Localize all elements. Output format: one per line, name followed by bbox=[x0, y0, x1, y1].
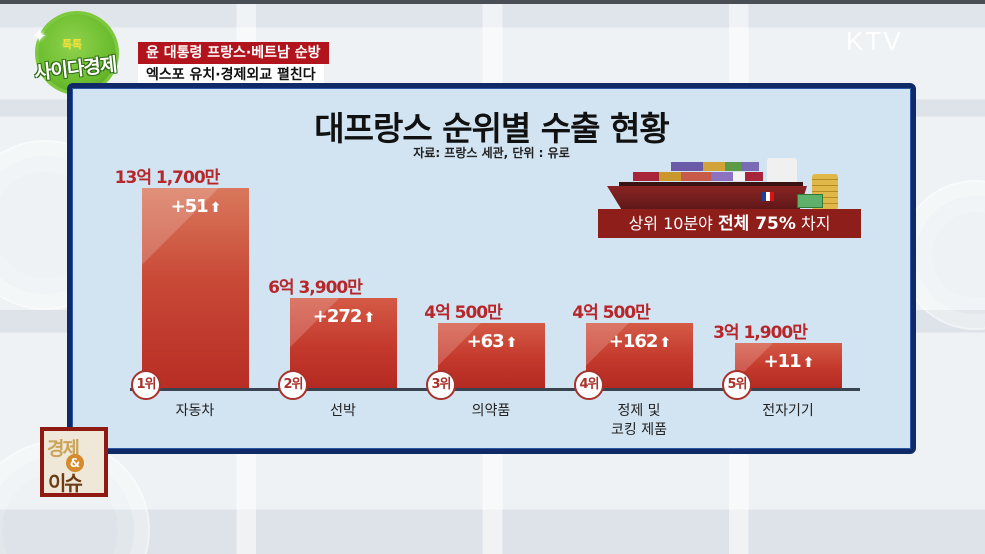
banner-text: 차지 bbox=[795, 214, 831, 233]
arrow-up-icon: ⬆ bbox=[505, 335, 518, 351]
annotation-banner: 상위 10분야 전체 75% 차지 bbox=[598, 209, 861, 238]
category-label-4: 정제 및 코킹 제품 bbox=[611, 403, 667, 438]
logo-seal bbox=[38, 14, 116, 92]
ship-bridge bbox=[767, 158, 797, 184]
bar-ships: +272 ⬆ bbox=[290, 298, 397, 388]
bar-electronics: +11 ⬆ bbox=[735, 343, 842, 388]
rank-badge-5: 5위 bbox=[722, 370, 752, 400]
banner-percent: 75% bbox=[755, 214, 796, 234]
container bbox=[703, 162, 725, 171]
category-label-1: 자동차 bbox=[175, 403, 215, 419]
container bbox=[633, 172, 659, 181]
container bbox=[741, 162, 759, 171]
rank-badge-2: 2위 bbox=[278, 370, 308, 400]
bar-change-4: +162 ⬆ bbox=[608, 331, 671, 352]
headline-top: 윤 대통령 프랑스·베트남 순방 bbox=[138, 42, 329, 64]
container bbox=[711, 172, 733, 181]
banner-text: 상위 10분야 bbox=[628, 214, 718, 233]
bar-change-1: +51 ⬆ bbox=[170, 196, 222, 217]
bar-value-4: 4억 500만 bbox=[572, 303, 651, 323]
bar-change-5: +11 ⬆ bbox=[763, 351, 815, 372]
container bbox=[745, 172, 763, 181]
bar-automobile: +51 ⬆ bbox=[142, 188, 249, 388]
logo-small-text: 톡톡 bbox=[62, 38, 83, 51]
bar-refined-coke-products: +162 ⬆ bbox=[586, 323, 693, 388]
arrow-up-icon: ⬆ bbox=[659, 335, 671, 351]
bar-change-2: +272 ⬆ bbox=[312, 306, 375, 327]
bar-value-3: 4억 500만 bbox=[424, 303, 503, 323]
chart-title: 대프랑스 순위별 수출 현황 bbox=[314, 109, 669, 148]
container bbox=[671, 162, 703, 171]
chart-source: 자료: 프랑스 세관, 단위 : 유로 bbox=[413, 146, 570, 160]
arrow-up-icon: ⬆ bbox=[363, 310, 375, 326]
banknote-icon bbox=[797, 194, 823, 208]
container bbox=[725, 162, 741, 171]
category-label-3: 의약품 bbox=[471, 403, 511, 419]
rank-badge-4: 4위 bbox=[574, 370, 604, 400]
chart-baseline bbox=[130, 388, 860, 391]
program-logo: ✦ 톡톡 사이다경제 bbox=[32, 14, 122, 94]
banner-bold-text: 전체 bbox=[717, 214, 756, 234]
badge-text-bottom: 이슈 bbox=[48, 471, 83, 495]
container bbox=[681, 172, 711, 181]
sparkle-icon: ✦ bbox=[32, 26, 48, 47]
bar-value-1: 13억 1,700만 bbox=[114, 168, 221, 188]
container bbox=[659, 172, 681, 181]
headline-bottom: 엑스포 유치·경제외교 펼친다 bbox=[138, 64, 324, 86]
bar-value-2: 6억 3,900만 bbox=[268, 278, 363, 298]
ship-deck bbox=[619, 182, 803, 188]
top-edge-bar bbox=[0, 0, 985, 4]
container bbox=[733, 172, 745, 181]
bar-pharmaceuticals: +63 ⬆ bbox=[438, 323, 545, 388]
bar-value-5: 3억 1,900만 bbox=[713, 323, 808, 343]
infographic-panel: 대프랑스 순위별 수출 현황 자료: 프랑스 세관, 단위 : 유로 상위 10… bbox=[67, 83, 916, 454]
arrow-up-icon: ⬆ bbox=[209, 200, 222, 216]
france-flag-icon bbox=[762, 192, 774, 201]
ampersand-icon: & bbox=[66, 454, 84, 472]
corner-program-badge: 경제 & 이슈 bbox=[40, 427, 108, 497]
category-label-2: 선박 bbox=[330, 403, 356, 419]
arrow-up-icon: ⬆ bbox=[802, 355, 815, 371]
rank-badge-3: 3위 bbox=[426, 370, 456, 400]
cargo-ship-icon bbox=[607, 156, 847, 218]
channel-logo: KTV bbox=[846, 26, 903, 56]
bar-change-3: +63 ⬆ bbox=[466, 331, 518, 352]
category-label-5: 전자기기 bbox=[762, 403, 814, 419]
rank-badge-1: 1위 bbox=[131, 370, 161, 400]
